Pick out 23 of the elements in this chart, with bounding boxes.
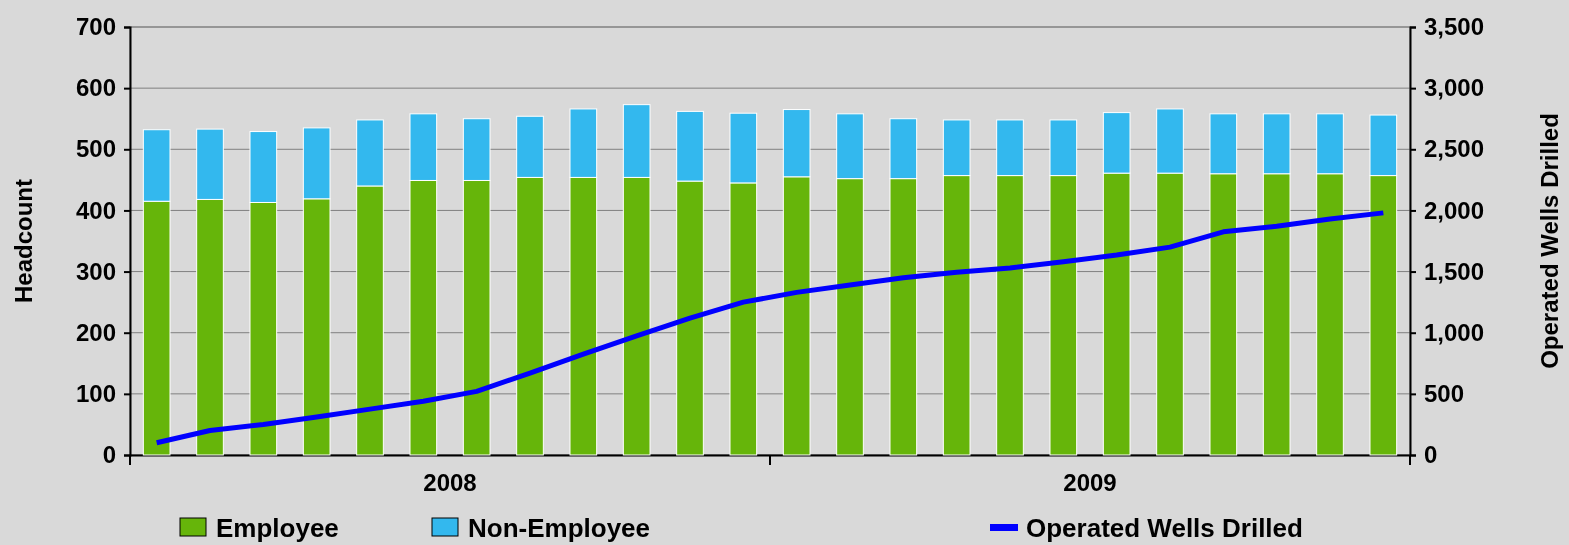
text: 2008 <box>423 469 477 496</box>
y2-tick-label: 0 <box>1424 441 1438 469</box>
legend-label: Non-Employee <box>468 513 651 543</box>
y2-tick-label: 3,500 <box>1424 13 1485 41</box>
y-axis-title: Headcount <box>10 178 37 304</box>
y-tick-label: 600 <box>75 74 116 102</box>
y2-tick-label: 2,500 <box>1424 135 1485 163</box>
y-tick-label: 100 <box>75 380 116 408</box>
text: 2009 <box>1063 469 1117 496</box>
y-tick-label: 700 <box>75 13 116 41</box>
y2-tick-label: 1,000 <box>1424 318 1485 346</box>
legend-label: Employee <box>216 513 339 543</box>
y2-tick-label: 3,000 <box>1424 74 1485 102</box>
y2-tick-label: 1,500 <box>1424 257 1485 285</box>
y2-axis-title: Operated Wells Drilled <box>1536 113 1563 369</box>
y-tick-label: 400 <box>75 196 116 224</box>
y2-tick-label: 2,000 <box>1424 196 1485 224</box>
y-tick-label: 300 <box>75 257 116 285</box>
legend-label: Operated Wells Drilled <box>1026 513 1303 543</box>
y-tick-label: 500 <box>75 135 116 163</box>
y2-tick-label: 500 <box>1424 380 1465 408</box>
y-tick-label: 0 <box>102 441 116 469</box>
y-tick-label: 200 <box>75 318 116 346</box>
